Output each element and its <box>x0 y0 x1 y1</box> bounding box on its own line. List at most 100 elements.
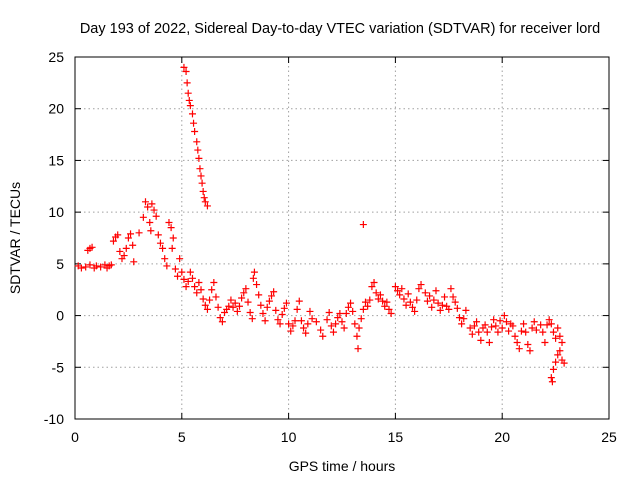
y-tick-label: 25 <box>48 49 64 65</box>
data-point <box>447 285 455 293</box>
data-point <box>268 292 276 300</box>
data-point <box>453 304 461 312</box>
data-point <box>167 224 175 232</box>
x-tick-label: 15 <box>388 429 404 445</box>
data-point <box>186 102 194 110</box>
data-point <box>413 296 421 304</box>
data-point <box>116 247 124 255</box>
data-point <box>191 127 199 135</box>
data-point <box>455 314 463 322</box>
data-point <box>295 297 303 305</box>
data-point <box>354 345 362 353</box>
data-point <box>263 303 271 311</box>
data-point <box>195 154 203 162</box>
y-tick-label: 20 <box>48 101 64 117</box>
data-point <box>225 302 233 310</box>
data-point <box>526 347 534 355</box>
data-point <box>248 315 256 323</box>
data-point <box>199 187 207 195</box>
data-point <box>554 351 562 359</box>
x-tick-label: 10 <box>281 429 297 445</box>
data-point <box>270 288 278 296</box>
data-point <box>522 328 530 336</box>
data-point <box>190 119 198 127</box>
data-point <box>176 255 184 263</box>
data-point <box>161 255 169 263</box>
data-point <box>203 305 211 313</box>
data-point <box>549 365 557 373</box>
data-point <box>261 317 269 325</box>
data-point <box>541 338 549 346</box>
data-point <box>235 302 243 310</box>
data-point <box>168 244 176 252</box>
data-point <box>178 268 186 276</box>
data-point <box>325 308 333 316</box>
x-tick-label: 25 <box>601 429 617 445</box>
data-point <box>361 298 369 306</box>
data-point <box>423 297 431 305</box>
data-point <box>449 293 457 301</box>
data-point <box>180 63 188 71</box>
data-point <box>130 258 138 266</box>
data-point <box>426 292 434 300</box>
data-point <box>374 295 382 303</box>
data-point <box>210 278 218 286</box>
data-point <box>515 345 523 353</box>
data-point <box>347 299 355 307</box>
data-point <box>462 306 470 314</box>
data-point <box>163 262 171 270</box>
data-point <box>276 320 284 328</box>
data-point <box>97 263 105 271</box>
data-point <box>470 322 478 330</box>
data-point <box>368 283 376 291</box>
data-point <box>428 303 436 311</box>
data-point <box>114 231 122 239</box>
data-point <box>436 306 444 314</box>
data-point <box>349 307 357 315</box>
data-point <box>411 307 419 315</box>
data-point <box>139 213 147 221</box>
data-point <box>165 218 173 226</box>
data-point <box>334 314 342 322</box>
data-point <box>554 324 562 332</box>
data-point <box>398 285 406 293</box>
data-point <box>549 328 557 336</box>
data-point <box>402 301 410 309</box>
data-point <box>434 299 442 307</box>
y-tick-label: -5 <box>52 359 65 375</box>
data-point <box>186 268 194 276</box>
data-point <box>154 231 162 239</box>
data-point <box>317 326 325 334</box>
data-point <box>183 79 191 87</box>
data-point <box>494 328 502 336</box>
data-point <box>244 298 252 306</box>
data-point <box>528 324 536 332</box>
y-tick-label: 15 <box>48 152 64 168</box>
data-point <box>370 278 378 286</box>
data-point <box>366 296 374 304</box>
data-point <box>532 326 540 334</box>
data-point <box>498 324 506 332</box>
data-point <box>415 285 423 293</box>
data-point <box>272 306 280 314</box>
x-axis-label: GPS time / hours <box>289 458 396 474</box>
data-point <box>218 318 226 326</box>
data-point <box>547 374 555 382</box>
data-point <box>543 321 551 329</box>
data-point <box>259 310 267 318</box>
data-point <box>92 262 100 270</box>
y-tick-label: 0 <box>56 308 64 324</box>
data-point <box>302 329 310 337</box>
data-point <box>77 264 85 272</box>
data-point <box>537 321 545 329</box>
data-point <box>400 295 408 303</box>
data-point <box>430 296 438 304</box>
data-point <box>206 296 214 304</box>
data-point <box>201 198 209 206</box>
data-point <box>147 227 155 235</box>
data-point <box>212 293 220 301</box>
data-point <box>556 347 564 355</box>
data-point <box>171 265 179 273</box>
data-point <box>545 316 553 324</box>
data-point <box>353 332 361 340</box>
